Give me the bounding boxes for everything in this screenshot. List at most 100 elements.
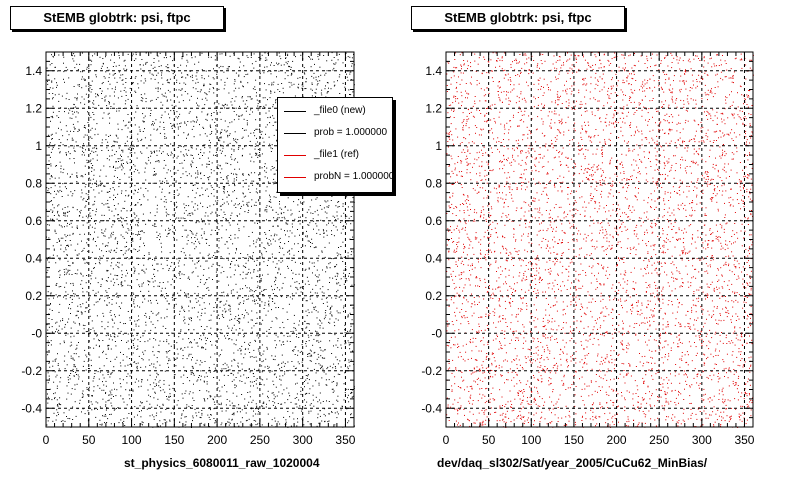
data-point [300, 54, 302, 56]
data-point [60, 107, 62, 109]
data-point [108, 69, 110, 71]
data-point [271, 285, 272, 287]
data-point [223, 374, 225, 376]
data-point [208, 267, 210, 269]
data-point [78, 297, 80, 299]
data-point [194, 184, 196, 186]
data-point [107, 418, 109, 420]
data-point [51, 138, 53, 139]
data-point [243, 65, 245, 67]
data-point [203, 78, 205, 80]
data-point [82, 150, 83, 152]
data-point [229, 304, 231, 306]
data-point [95, 292, 97, 294]
data-point [342, 406, 343, 408]
data-point [211, 211, 213, 213]
data-point [325, 271, 327, 273]
data-point [135, 52, 137, 54]
data-point [227, 66, 229, 68]
data-point [165, 96, 167, 98]
data-point [326, 60, 328, 62]
data-point [101, 65, 103, 67]
data-point [340, 409, 342, 411]
data-point [267, 365, 269, 367]
data-point [247, 73, 249, 75]
data-point [333, 224, 335, 226]
data-point [272, 125, 274, 126]
data-point [110, 373, 112, 375]
data-point [233, 139, 235, 141]
data-point [50, 201, 52, 202]
data-point [92, 55, 93, 57]
data-point [70, 373, 72, 374]
data-point [107, 80, 109, 82]
data-point [315, 88, 317, 90]
data-point [262, 274, 263, 276]
data-point [249, 290, 251, 292]
data-point [104, 77, 106, 79]
data-point [216, 73, 218, 75]
data-point [305, 300, 307, 302]
data-point [186, 124, 187, 126]
data-point [277, 219, 279, 221]
data-point [206, 260, 208, 262]
data-point [184, 347, 186, 349]
data-point [69, 345, 71, 347]
data-point [242, 278, 244, 280]
data-point [139, 306, 141, 308]
data-point [91, 60, 93, 62]
data-point [249, 287, 250, 289]
data-point [269, 199, 271, 201]
data-point [66, 92, 68, 94]
data-point [251, 156, 253, 158]
data-point [275, 386, 277, 388]
data-point [232, 405, 234, 407]
data-point [274, 181, 276, 183]
data-point [282, 92, 284, 94]
data-point [336, 411, 338, 413]
data-point [234, 190, 235, 192]
data-point [93, 376, 95, 378]
data-point [225, 423, 227, 425]
data-point [182, 410, 184, 412]
data-point [305, 375, 307, 376]
data-point [143, 264, 145, 266]
data-point [255, 95, 257, 97]
data-point [73, 359, 75, 361]
data-point [288, 81, 290, 83]
data-point [336, 382, 338, 384]
data-point [201, 412, 203, 414]
data-point [206, 163, 208, 165]
data-point [118, 422, 120, 424]
data-point [195, 412, 197, 414]
data-point [105, 290, 107, 292]
data-point [141, 230, 143, 232]
data-point [129, 146, 131, 148]
data-point [67, 321, 69, 323]
data-point [208, 277, 210, 279]
data-point [186, 296, 188, 298]
data-point [129, 319, 131, 321]
data-point [132, 343, 134, 345]
data-point [331, 333, 333, 334]
data-point [204, 223, 206, 225]
data-point [150, 113, 152, 114]
data-point [72, 206, 74, 208]
data-point [89, 153, 91, 155]
data-point [336, 275, 338, 277]
data-point [319, 325, 321, 327]
data-point [241, 345, 243, 347]
data-point [166, 235, 168, 237]
data-point [179, 310, 181, 312]
data-point [264, 232, 266, 233]
data-point [321, 420, 323, 422]
data-point [90, 359, 92, 361]
data-point [108, 394, 110, 396]
data-point [247, 96, 249, 98]
data-point [59, 269, 61, 271]
data-point [103, 76, 105, 78]
data-point [194, 248, 196, 250]
data-point [137, 362, 139, 364]
data-point [253, 296, 255, 298]
data-point [306, 326, 308, 328]
